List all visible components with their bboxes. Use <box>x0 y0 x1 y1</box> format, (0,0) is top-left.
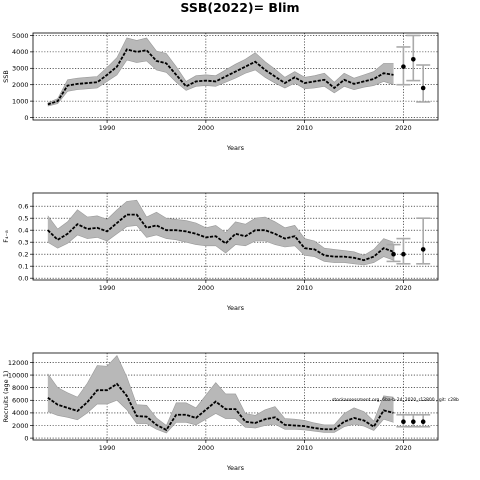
y-tick-label: 0.2 <box>18 251 28 259</box>
band-lower-edge <box>47 59 394 107</box>
panel-3: 1990 2000 2010 2020 0 2000 4000 6000 8000 10000 12… <box>2 352 439 472</box>
y-tick-label: 0.5 <box>18 215 28 223</box>
y-tick-label: 0.3 <box>18 239 28 247</box>
estimate-line <box>47 213 394 262</box>
y-tick-label: 10000 <box>8 371 29 379</box>
x-tick-label: 2010 <box>296 284 313 292</box>
band-lower-edge <box>47 399 394 434</box>
y-tick-label: 0 <box>24 434 28 442</box>
y-tick-label: 2000 <box>12 422 29 430</box>
confidence-band <box>47 355 394 434</box>
forecast-point <box>401 251 406 257</box>
panel-2: 1990 2000 2010 2020 0.0 0.1 0.2 0.3 0.4 0.5 0.6 Yea… <box>2 192 439 312</box>
x-tick-label: 2000 <box>198 124 215 132</box>
forecast-point <box>420 247 426 252</box>
y-tick-label: 8000 <box>12 384 29 392</box>
x-tick-label: 2000 <box>198 284 215 292</box>
confidence-band <box>47 37 394 107</box>
y-tick-label: 1000 <box>12 97 29 105</box>
x-tick-label: 1990 <box>99 284 116 292</box>
x-tick-label: 2000 <box>198 444 215 452</box>
band-upper-edge <box>47 199 394 256</box>
band-upper-edge <box>47 354 394 426</box>
axes-frame <box>32 32 439 121</box>
axes-frame <box>32 352 439 441</box>
forecast-point <box>420 419 426 425</box>
panels-container: 1990 2000 2010 2020 0 1000 2000 3000 4000 5000 Yea… <box>2 32 459 472</box>
forecast-point <box>411 56 416 62</box>
forecast-point <box>391 251 396 257</box>
y-tick-label: 5000 <box>12 32 29 40</box>
x-tick-label: 2010 <box>296 444 313 452</box>
y-axis-label: Recruits (age 1) <box>2 371 10 423</box>
x-tick-label: 1990 <box>99 444 116 452</box>
x-axis-label: Years <box>226 144 245 152</box>
y-tick-label: 3000 <box>12 65 29 73</box>
y-tick-label: 12000 <box>8 359 29 367</box>
x-tick-label: 2010 <box>296 124 313 132</box>
x-tick-label: 2020 <box>395 444 412 452</box>
forecast-point <box>420 85 426 91</box>
forecast-point <box>411 419 416 425</box>
x-tick-label: 2020 <box>395 124 412 132</box>
panel-1: 1990 2000 2010 2020 0 1000 2000 3000 4000 5000 Yea… <box>2 32 439 152</box>
y-tick-label: 6000 <box>12 397 29 405</box>
y-tick-label: 0.0 <box>18 275 28 283</box>
y-tick-label: 4000 <box>12 48 29 56</box>
y-tick-label: 2000 <box>12 81 29 89</box>
watermark-text: stockassessment.org, 6ba-b-24_2020_r1280… <box>332 397 459 403</box>
forecast-point <box>401 419 406 425</box>
band-upper-edge <box>47 37 394 104</box>
forecast-point <box>401 64 406 69</box>
axes-frame <box>32 192 439 281</box>
band-lower-edge <box>47 225 394 266</box>
y-tick-label: 0.6 <box>18 203 28 211</box>
y-axis-label: SSB <box>2 70 10 83</box>
y-tick-label: 0.1 <box>18 263 28 271</box>
x-axis-label: Years <box>226 304 245 312</box>
figure-title: SSB(2022)= Blim <box>180 0 299 15</box>
estimate-line <box>47 382 394 432</box>
x-axis-label: Years <box>226 464 245 472</box>
x-tick-label: 2020 <box>395 284 412 292</box>
y-tick-label: 0.4 <box>18 227 28 235</box>
y-tick-label: 0 <box>24 114 28 122</box>
y-axis-label: F₄₋₈ <box>2 230 10 243</box>
y-tick-label: 4000 <box>12 409 29 417</box>
x-tick-label: 1990 <box>99 124 116 132</box>
